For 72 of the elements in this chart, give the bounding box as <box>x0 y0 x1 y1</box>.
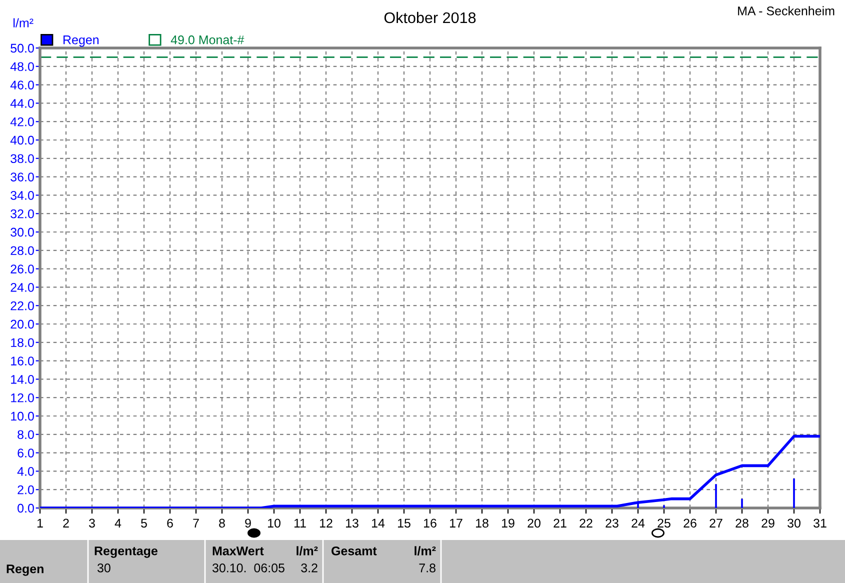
y-tick-label: 2.0 <box>18 485 34 494</box>
x-tick-label: 14 <box>372 518 385 528</box>
x-tick-label: 28 <box>736 518 748 528</box>
x-tick-label: 5 <box>141 518 147 528</box>
x-tick-label: 31 <box>814 518 826 528</box>
text: Regen <box>6 564 44 576</box>
text: 3.2 <box>301 564 318 572</box>
x-tick-label: 12 <box>320 518 332 528</box>
x-tick-label: 6 <box>167 518 173 528</box>
y-tick-label: 36.0 <box>10 172 34 182</box>
x-tick-label: 23 <box>606 518 618 528</box>
y-tick-label: 22.0 <box>10 301 34 310</box>
x-tick-label: 21 <box>554 518 566 528</box>
x-tick-label: 16 <box>424 518 436 528</box>
text: l/m² <box>414 546 436 556</box>
y-tick-label: 48.0 <box>10 62 34 72</box>
x-tick-label: 25 <box>658 518 670 528</box>
y-tick-label: 18.0 <box>11 338 34 348</box>
text: l/m² <box>296 546 318 556</box>
x-tick-label: 27 <box>710 518 722 528</box>
x-tick-label: 9 <box>245 518 251 528</box>
x-tick-label: 18 <box>476 518 488 528</box>
text: 7.8 <box>419 564 436 572</box>
x-tick-label: 7 <box>193 518 199 528</box>
x-tick-label: 4 <box>114 518 122 528</box>
x-tick-label: 20 <box>528 518 540 528</box>
y-tick-label: 32.0 <box>10 209 34 218</box>
y-tick-label: 38.0 <box>10 154 34 164</box>
x-tick-label: 29 <box>762 518 774 528</box>
y-tick-label: 26.0 <box>10 264 34 274</box>
x-tick-label: 30 <box>788 518 800 528</box>
y-tick-label: 8.0 <box>18 430 34 440</box>
y-tick-label: 0.0 <box>18 504 34 513</box>
y-tick-label: 46.0 <box>10 80 34 90</box>
y-tick-label: 4.0 <box>17 467 34 476</box>
y-tick-label: 44.0 <box>10 99 34 108</box>
text: 30.10. 06:05 <box>212 564 284 572</box>
legend-label: Regen <box>64 36 99 47</box>
x-tick-label: 15 <box>398 518 410 528</box>
x-tick-label: 8 <box>219 518 225 528</box>
y-tick-label: 34.0 <box>10 191 34 200</box>
text: 30 <box>97 564 110 572</box>
x-tick-label: 19 <box>502 518 514 528</box>
text: MaxWert <box>212 546 264 556</box>
y-tick-label: 24.0 <box>10 283 34 292</box>
x-tick-label: 1 <box>37 518 43 528</box>
y-tick-label: 12.0 <box>11 393 34 402</box>
y-tick-label: 30.0 <box>10 228 34 237</box>
y-tick-label: 40.0 <box>10 136 34 145</box>
text: MA - Seckenheim <box>738 6 834 16</box>
y-tick-label: 16.0 <box>11 356 34 366</box>
y-tick-label: 50.0 <box>10 44 34 53</box>
text: Gesamt <box>332 546 377 556</box>
x-tick-label: 17 <box>450 518 462 528</box>
x-tick-label: 11 <box>294 518 306 528</box>
x-tick-label: 13 <box>346 518 358 528</box>
x-tick-label: 10 <box>268 518 280 528</box>
y-axis-title: l/m² <box>14 18 34 28</box>
y-tick-label: 42.0 <box>10 117 34 126</box>
chart-title: Oktober 2018 <box>384 12 476 24</box>
y-tick-label: 6.0 <box>18 448 34 458</box>
legend-label: 49.0 Monat-# <box>170 35 244 44</box>
y-tick-label: 20.0 <box>10 320 34 329</box>
x-tick-label: 22 <box>580 518 592 528</box>
y-tick-label: 10.0 <box>11 412 34 421</box>
x-tick-label: 24 <box>632 518 645 528</box>
x-tick-label: 3 <box>89 518 95 528</box>
text: Regentage <box>94 546 158 558</box>
x-tick-label: 2 <box>63 518 69 528</box>
x-tick-label: 26 <box>684 518 696 528</box>
y-tick-label: 28.0 <box>10 246 34 256</box>
y-tick-label: 14.0 <box>11 375 34 384</box>
